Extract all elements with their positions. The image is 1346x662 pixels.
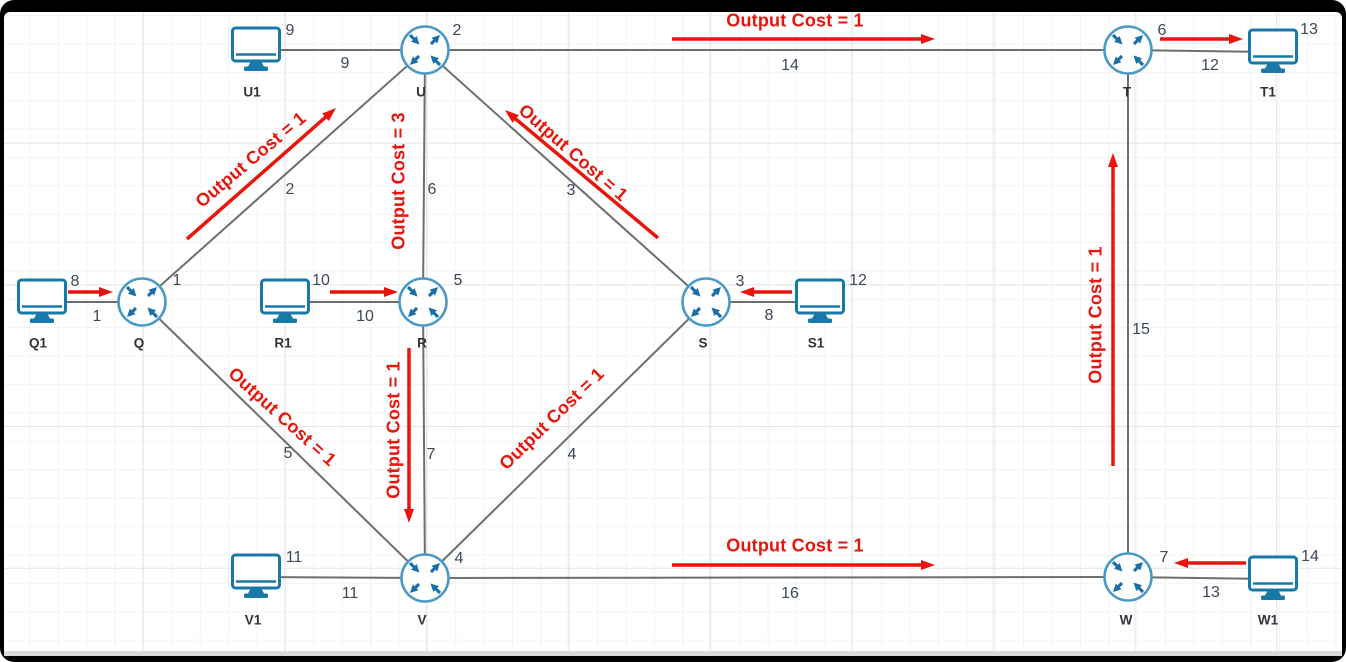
link-U-S[interactable] bbox=[424, 49, 707, 303]
topology-canvas[interactable]: 8 Q1 1 Q 9 U1 2 U 10 R1 5 R 3 S 12 S1 11 V1 4 V 6 T 13 T1 7 W 14 W1… bbox=[4, 12, 1342, 656]
pc-icon-T1[interactable] bbox=[1248, 28, 1298, 73]
arrow-head bbox=[410, 584, 419, 593]
flow-arrow-S1-S bbox=[740, 287, 792, 297]
flow-arrow-W1-W bbox=[1174, 558, 1246, 568]
arrow-head bbox=[411, 564, 420, 573]
arrow-head bbox=[408, 308, 417, 317]
arrow-head bbox=[128, 288, 137, 297]
flow-arrow-R-V bbox=[404, 348, 414, 523]
arrow-head bbox=[1229, 34, 1243, 44]
arrow-head bbox=[691, 308, 700, 317]
arrow-head bbox=[1114, 36, 1123, 45]
arrow-head bbox=[1134, 562, 1143, 571]
arrow-head bbox=[410, 56, 419, 65]
arrow-head bbox=[428, 307, 437, 316]
router-icon-R[interactable] bbox=[398, 277, 448, 327]
flow-arrow-U-S bbox=[505, 110, 660, 240]
arrow-head bbox=[505, 110, 519, 123]
network-layer bbox=[17, 25, 1298, 603]
arrow-head bbox=[740, 287, 754, 297]
arrow-head bbox=[99, 287, 113, 297]
arrow-shaft bbox=[511, 114, 660, 240]
router-icon-Q[interactable] bbox=[117, 277, 167, 327]
link-V1-V[interactable] bbox=[255, 576, 426, 579]
arrow-head bbox=[127, 308, 136, 317]
arrow-head bbox=[1114, 563, 1123, 572]
arrow-head bbox=[429, 287, 438, 296]
arrow-head bbox=[1133, 582, 1142, 591]
arrow-head bbox=[384, 287, 398, 297]
arrow-head bbox=[147, 307, 156, 316]
router-icon-V[interactable] bbox=[400, 553, 450, 603]
arrow-head bbox=[431, 563, 440, 572]
router-icon-U[interactable] bbox=[400, 25, 450, 75]
arrow-head bbox=[921, 34, 935, 44]
router-icon-S[interactable] bbox=[681, 277, 731, 327]
arrow-shaft bbox=[185, 113, 330, 241]
link-Q-V[interactable] bbox=[141, 301, 426, 579]
arrow-head bbox=[322, 108, 336, 121]
arrow-head bbox=[1108, 153, 1118, 167]
flow-arrow-Q-U bbox=[185, 108, 336, 241]
arrow-head bbox=[692, 288, 701, 297]
link-R-V[interactable] bbox=[422, 301, 426, 579]
flow-arrow-R1-R bbox=[330, 287, 398, 297]
arrow-head bbox=[404, 509, 414, 523]
arrow-head bbox=[411, 36, 420, 45]
pc-icon-U1[interactable] bbox=[231, 26, 281, 71]
arrow-head bbox=[712, 287, 721, 296]
flow-arrow-Q1-Q bbox=[68, 287, 113, 297]
flow-arrow-T-T1 bbox=[1160, 34, 1243, 44]
pc-icon-S1[interactable] bbox=[795, 278, 845, 323]
link-S-V[interactable] bbox=[424, 301, 707, 579]
arrow-head bbox=[430, 55, 439, 64]
pc-icon-W1[interactable] bbox=[1248, 555, 1298, 600]
arrow-head bbox=[1133, 55, 1142, 64]
arrow-head bbox=[1113, 583, 1122, 592]
arrow-head bbox=[1174, 558, 1188, 568]
pc-icon-Q1[interactable] bbox=[17, 278, 67, 323]
link-Q-U[interactable] bbox=[141, 49, 426, 303]
horizontal-scrollbar[interactable] bbox=[4, 651, 1342, 656]
pc-icon-V1[interactable] bbox=[231, 553, 281, 598]
arrow-head bbox=[430, 583, 439, 592]
router-icon-T[interactable] bbox=[1103, 25, 1153, 75]
arrow-head bbox=[1134, 35, 1143, 44]
arrow-head bbox=[148, 287, 157, 296]
pc-icon-R1[interactable] bbox=[260, 278, 310, 323]
arrow-head bbox=[409, 288, 418, 297]
flow-arrow-U-T bbox=[672, 34, 935, 44]
arrow-head bbox=[921, 560, 935, 570]
flow-arrow-V-W bbox=[672, 560, 935, 570]
arrow-head bbox=[711, 307, 720, 316]
link-V-W[interactable] bbox=[424, 576, 1129, 579]
router-icon-W[interactable] bbox=[1103, 552, 1153, 602]
arrow-head bbox=[431, 35, 440, 44]
flow-arrow-T-W bbox=[1108, 153, 1118, 466]
arrow-head bbox=[1113, 56, 1122, 65]
link-U-R[interactable] bbox=[422, 49, 426, 303]
